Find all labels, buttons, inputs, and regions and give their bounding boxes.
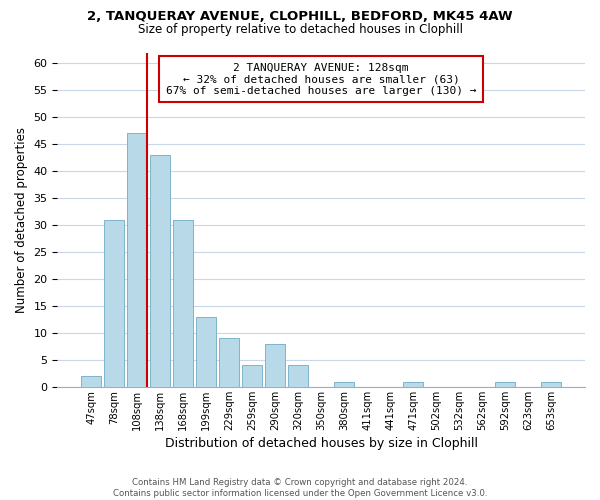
Bar	[220, 338, 239, 387]
Bar	[496, 382, 515, 387]
Bar	[127, 134, 147, 387]
Bar	[334, 382, 354, 387]
Text: 2 TANQUERAY AVENUE: 128sqm
← 32% of detached houses are smaller (63)
67% of semi: 2 TANQUERAY AVENUE: 128sqm ← 32% of deta…	[166, 62, 476, 96]
Bar	[541, 382, 561, 387]
Bar	[82, 376, 101, 387]
Bar	[289, 366, 308, 387]
Bar	[104, 220, 124, 387]
X-axis label: Distribution of detached houses by size in Clophill: Distribution of detached houses by size …	[165, 437, 478, 450]
Bar	[151, 155, 170, 387]
Bar	[403, 382, 423, 387]
Y-axis label: Number of detached properties: Number of detached properties	[15, 126, 28, 312]
Bar	[265, 344, 285, 387]
Text: 2, TANQUERAY AVENUE, CLOPHILL, BEDFORD, MK45 4AW: 2, TANQUERAY AVENUE, CLOPHILL, BEDFORD, …	[87, 10, 513, 23]
Text: Contains HM Land Registry data © Crown copyright and database right 2024.
Contai: Contains HM Land Registry data © Crown c…	[113, 478, 487, 498]
Bar	[196, 317, 216, 387]
Bar	[242, 366, 262, 387]
Text: Size of property relative to detached houses in Clophill: Size of property relative to detached ho…	[137, 22, 463, 36]
Bar	[173, 220, 193, 387]
